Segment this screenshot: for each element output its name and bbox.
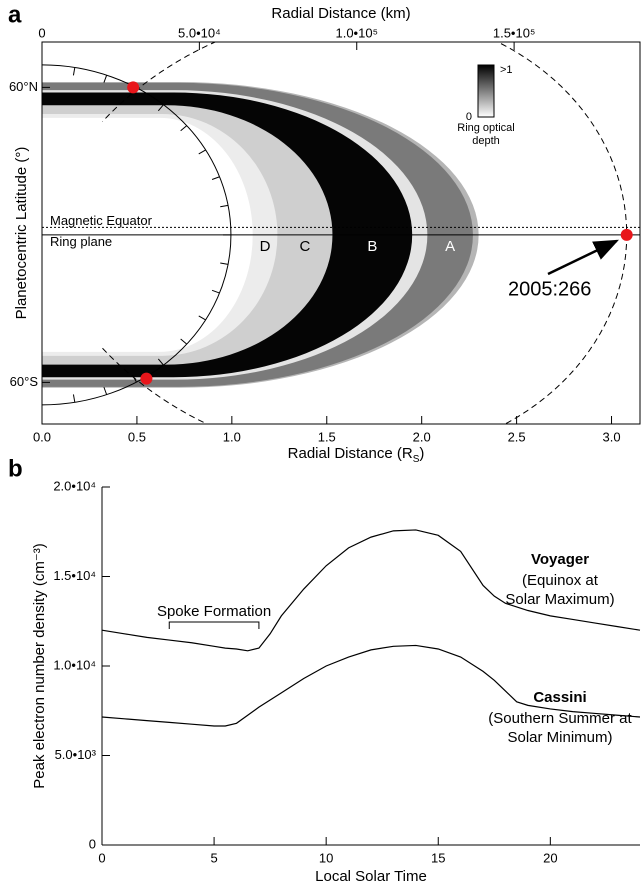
line-label: Magnetic Equator (50, 213, 153, 228)
annotation-arrow (547, 239, 619, 276)
annotation: 2005:266 (508, 278, 591, 300)
colorbar-label: >1 (500, 64, 513, 76)
ring-label: C (300, 238, 311, 255)
y-tick-label: 0 (89, 836, 96, 851)
panel-letter: b (8, 455, 23, 482)
ring-label: A (445, 238, 455, 255)
legend-note: Solar Maximum) (505, 591, 614, 608)
limb-tick (180, 125, 188, 132)
x-tick-label: 5 (210, 850, 217, 865)
ring-label: B (367, 238, 377, 255)
limb-tick (220, 262, 229, 265)
x2-tick-label: 1.0•10⁵ (335, 25, 377, 40)
x-tick-label: 2.5 (508, 429, 526, 444)
x-tick-label: 10 (319, 850, 333, 865)
limb-tick (72, 394, 76, 403)
y-tick-label: 1.0•10⁴ (53, 657, 96, 672)
y-tick-label: 5.0•10³ (55, 747, 97, 762)
limb-tick (72, 67, 76, 76)
x-tick-label: 20 (543, 850, 557, 865)
bracket (168, 621, 260, 629)
colorbar-label: Ring optical (457, 122, 514, 134)
x2-axis-title: Radial Distance (km) (271, 5, 410, 22)
y-tick-label: 1.5•10⁴ (53, 568, 96, 583)
line-label: Ring plane (50, 234, 112, 249)
y-axis-title: Peak electron number density (cm⁻³) (31, 543, 48, 789)
y-tick-label: 2.0•10⁴ (53, 478, 96, 493)
y-axis-title: Planetocentric Latitude (°) (13, 147, 30, 320)
limb-tick (132, 374, 137, 383)
x-tick-label: 0.0 (33, 429, 51, 444)
x-axis-title-part: S (413, 454, 420, 465)
limb-tick (211, 176, 220, 180)
point (620, 228, 633, 241)
limb-tick (198, 315, 206, 321)
limb-tick (157, 104, 164, 112)
x-tick-label: 15 (431, 850, 445, 865)
series-line (101, 644, 641, 727)
colorbar-label: 0 (466, 111, 472, 123)
y-tick-label: 60°S (10, 374, 39, 389)
x-axis-title: Radial Distance (RS) (288, 445, 425, 465)
legend-note: Solar Minimum) (507, 729, 612, 746)
limb-tick (211, 289, 220, 294)
limb-tick (103, 74, 108, 83)
x-tick-label: 0 (98, 850, 105, 865)
point (140, 372, 153, 385)
x-axis-title: Local Solar Time (315, 868, 427, 885)
legend-note: (Equinox at (522, 572, 599, 589)
x-axis-title-part: Radial Distance (R (288, 445, 413, 462)
x2-tick-label: 0 (38, 25, 45, 40)
x2-tick-label: 5.0•10⁴ (178, 25, 221, 40)
panel-a: a D C B A Magnetic Equator Ring plane 2005:266 >… (8, 1, 641, 465)
x-tick-label: 1.0 (223, 429, 241, 444)
series-line (101, 529, 641, 652)
legend-label: Voyager (531, 551, 589, 568)
limb-tick (180, 338, 188, 345)
legend-note: (Southern Summer at (488, 710, 632, 727)
point (127, 81, 140, 94)
legend-label: Cassini (533, 689, 586, 706)
ring-label: D (260, 238, 271, 255)
panel-b: b 0 5 10 15 20 0 5.0•10³ 1.0•10⁴ 1.5•10⁴ 2.0•10⁴ Lo… (8, 455, 641, 885)
x-tick-label: 2.0 (413, 429, 431, 444)
limb-tick (103, 386, 108, 395)
limb-tick (220, 204, 229, 208)
colorbar-label: depth (472, 135, 500, 147)
x2-tick-label: 1.5•10⁵ (493, 25, 535, 40)
limb-tick (198, 149, 206, 155)
limb-tick (157, 358, 164, 366)
annotation: Spoke Formation (157, 603, 271, 620)
y-tick-label: 60°N (9, 79, 38, 94)
frame (41, 41, 641, 425)
x-tick-label: 3.0 (602, 429, 620, 444)
panel-letter: a (8, 1, 22, 28)
x-axis-title-part: ) (419, 445, 424, 462)
x-tick-label: 1.5 (318, 429, 336, 444)
x-tick-label: 0.5 (128, 429, 146, 444)
colorbar (477, 64, 495, 118)
